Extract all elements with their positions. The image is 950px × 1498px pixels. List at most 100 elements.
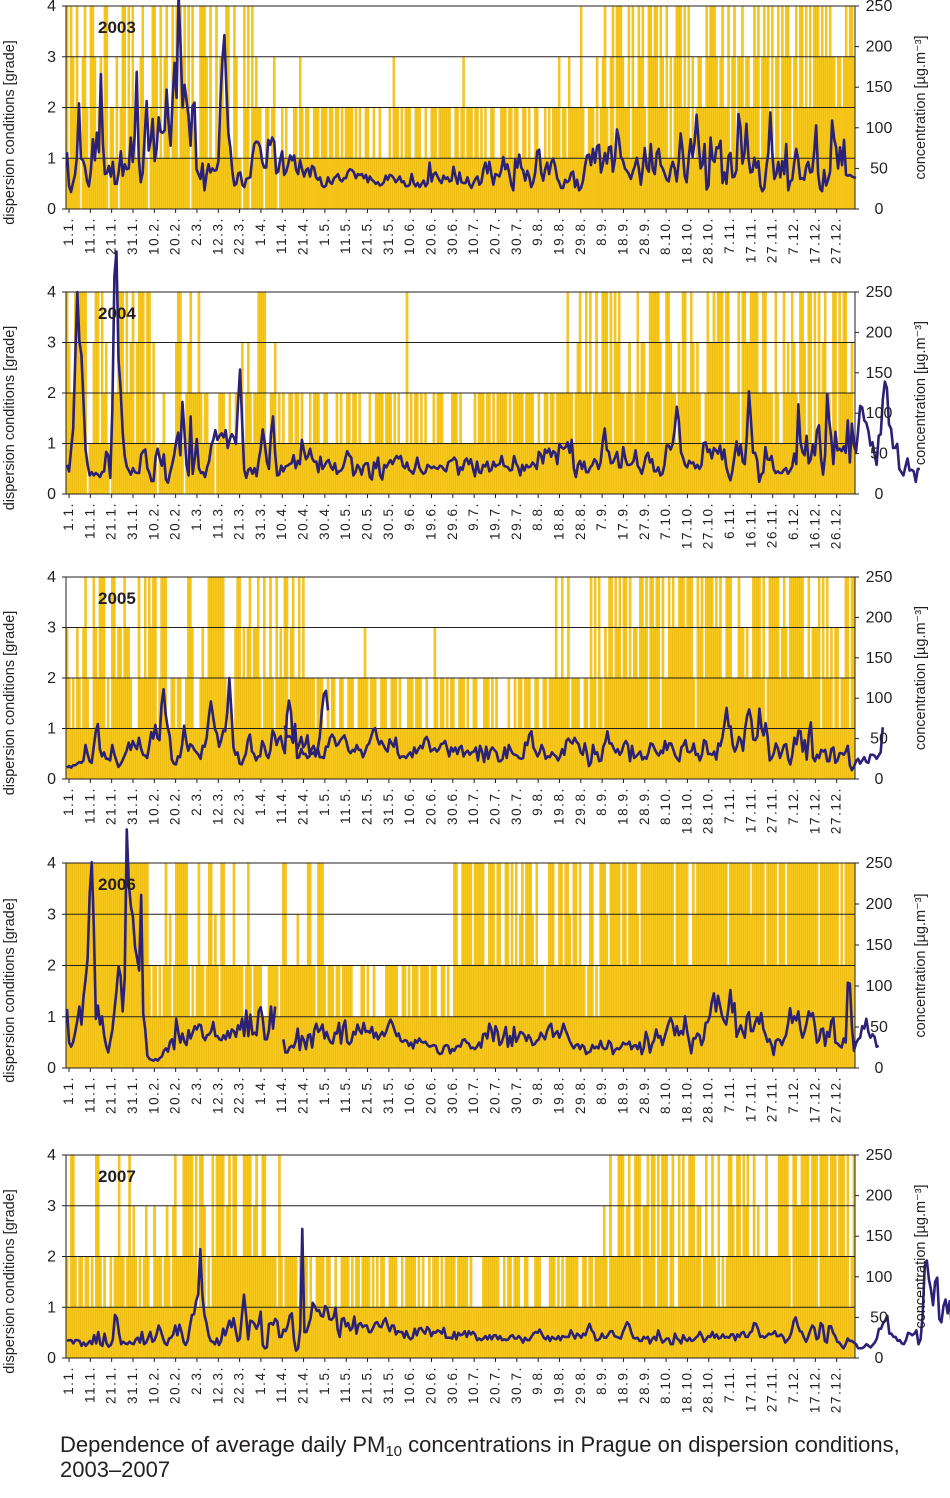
bar-mark [292,443,295,495]
x-tick-label: 8.10. [658,1366,673,1404]
bar-mark [90,443,94,495]
bar-mark [719,1307,723,1359]
x-tick-label: 22.3. [232,1076,247,1114]
bar-mark [136,1307,140,1359]
x-tick-label: 16.12. [807,502,822,549]
bar-mark [526,158,529,210]
bar-mark [427,728,430,780]
bar-mark [519,914,522,1069]
x-tick-label: 27.10. [701,502,716,549]
bar-mark [669,627,673,780]
x-tick-label: 7.11. [722,217,737,254]
x-tick-label: 17.12. [807,217,822,264]
x-tick-label: 27.12. [829,1076,844,1123]
bar-mark [611,443,615,495]
bar-mark [428,1016,431,1069]
chart-panel-2003: 2003 0 1 2 3 4 0 50 100 150 200 250 dispersion condi… [2,0,929,264]
left-tick-label: 2 [47,958,56,975]
bar-mark [639,56,643,210]
x-tick-label: 21.3. [232,502,247,540]
year-label: 2007 [98,1167,136,1186]
x-tick-label: 8.8. [530,502,545,531]
bar-mark [580,1307,583,1359]
bar-mark [850,342,854,495]
x-tick-label: 8.9. [594,1366,609,1395]
bar-mark [563,1307,566,1359]
x-tick-label: 2.3. [189,787,204,816]
x-tick-label: 1.1. [61,1366,76,1395]
x-tick-label: 18.10. [679,1076,694,1123]
x-tick-label: 2.3. [189,1076,204,1105]
bar-mark [378,1307,381,1359]
bar-mark [615,342,619,495]
x-tick-label: 20.6. [424,787,439,825]
bar-mark [313,1307,317,1359]
concentration-line [283,706,885,772]
x-tick-label: 1.5. [317,787,332,816]
bar-mark [325,1016,328,1069]
x-tick-label: 18.10. [679,217,694,264]
x-tick-label: 22.3. [232,217,247,255]
left-tick-label: 3 [47,1198,56,1215]
bar-mark [693,158,696,210]
bar-mark [359,1307,362,1359]
x-tick-label: 10.6. [402,1076,417,1114]
bar-mark [127,627,130,780]
x-tick-label: 20.2. [168,787,183,825]
bar-mark [279,627,283,780]
bar-mark [796,1205,800,1359]
bar-mark [226,443,230,495]
x-tick-label: 20.4. [296,502,311,540]
bar-mark [235,56,238,210]
left-axis-title: dispersion conditions [grade] [2,326,18,511]
x-tick-label: 18.9. [615,217,630,255]
x-tick-label: 6.11. [722,502,737,539]
bar-mark [494,443,497,495]
x-tick-label: 28.9. [637,217,652,255]
bar-mark [374,1016,378,1069]
bar-mark [484,443,487,495]
x-tick-label: 30.6. [445,787,460,825]
x-tick-label: 10.2. [146,217,161,255]
x-tick-label: 1.1. [61,1076,76,1105]
bar-mark [496,158,499,210]
x-tick-label: 19.8. [551,1076,566,1114]
bar-mark [81,56,85,210]
left-tick-label: 4 [47,284,56,301]
x-tick-label: 1.1. [61,787,76,816]
x-tick-label: 20.2. [168,1366,183,1404]
x-tick-label: 7.11. [722,1366,737,1403]
right-tick-label: 150 [866,650,893,667]
bar-mark [673,56,676,210]
x-tick-label: 10.4. [274,502,289,540]
left-tick-label: 2 [47,100,56,117]
bar-mark [661,56,664,210]
x-tick-label: 17.12. [807,1076,822,1123]
bar-mark [604,627,607,780]
x-tick-label: 29.7. [509,502,524,540]
right-tick-label: 50 [870,160,888,177]
bar-mark [694,914,697,1069]
x-tick-label: 7.12. [786,1366,801,1404]
bar-mark [769,158,772,210]
x-tick-label: 12.3. [210,787,225,825]
x-tick-label: 31.5. [381,1076,396,1114]
bar-mark [739,627,743,780]
bar-mark [644,1205,648,1359]
bar-mark [150,627,153,780]
x-tick-label: 30.5. [381,502,396,540]
bar-mark [625,1205,629,1359]
x-tick-label: 31.5. [381,787,396,825]
bar-mark [450,158,453,210]
bar-mark [421,728,424,780]
left-tick-label: 4 [47,569,56,586]
caption-text-before: Dependence of average daily PM [60,1432,386,1457]
right-tick-label: 100 [866,1269,893,1286]
bar-mark [330,1307,333,1359]
x-tick-label: 29.8. [573,1366,588,1404]
x-tick-label: 17.12. [807,1366,822,1413]
x-tick-label: 20.7. [487,217,502,255]
x-tick-label: 18.10. [679,787,694,834]
x-tick-label: 9.6. [402,502,417,531]
bar-mark [559,1307,562,1359]
